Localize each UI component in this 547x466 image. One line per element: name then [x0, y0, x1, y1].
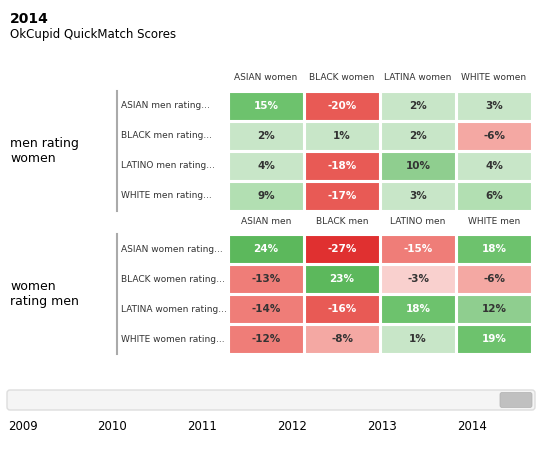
Text: BLACK men rating...: BLACK men rating...	[121, 131, 212, 141]
Bar	[305, 265, 380, 294]
Text: LATINO men rating...: LATINO men rating...	[121, 162, 215, 171]
Text: 9%: 9%	[257, 191, 275, 201]
Text: 2014: 2014	[457, 419, 487, 432]
Bar	[229, 234, 304, 263]
Bar	[229, 151, 304, 180]
Bar	[229, 181, 304, 211]
Text: 1%: 1%	[409, 334, 427, 344]
Text: 1%: 1%	[333, 131, 351, 141]
Text: ASIAN women rating...: ASIAN women rating...	[121, 245, 223, 254]
Text: 2009: 2009	[8, 419, 38, 432]
Text: 24%: 24%	[253, 244, 278, 254]
Text: 18%: 18%	[481, 244, 507, 254]
Text: -16%: -16%	[327, 304, 357, 314]
Bar	[305, 91, 380, 121]
Text: WHITE men: WHITE men	[468, 217, 520, 226]
Bar	[229, 324, 304, 354]
Bar	[381, 295, 456, 323]
Text: 2%: 2%	[409, 131, 427, 141]
Text: -15%: -15%	[403, 244, 433, 254]
Text: 3%: 3%	[409, 191, 427, 201]
Bar	[457, 324, 532, 354]
Bar	[381, 265, 456, 294]
Text: -6%: -6%	[483, 131, 505, 141]
Text: 12%: 12%	[481, 304, 507, 314]
Text: WHITE women rating...: WHITE women rating...	[121, 335, 225, 343]
Text: 4%: 4%	[257, 161, 275, 171]
Text: LATINO men: LATINO men	[391, 217, 446, 226]
Bar	[381, 324, 456, 354]
Text: women
rating men: women rating men	[10, 280, 79, 308]
Text: BLACK women: BLACK women	[309, 74, 375, 82]
Text: 19%: 19%	[481, 334, 507, 344]
Bar	[229, 295, 304, 323]
Text: 2013: 2013	[367, 419, 397, 432]
Bar	[305, 151, 380, 180]
Bar	[381, 181, 456, 211]
Bar	[305, 295, 380, 323]
Text: OkCupid QuickMatch Scores: OkCupid QuickMatch Scores	[10, 28, 176, 41]
Text: -6%: -6%	[483, 274, 505, 284]
Text: 2%: 2%	[257, 131, 275, 141]
Text: -17%: -17%	[327, 191, 357, 201]
Text: 2%: 2%	[409, 101, 427, 111]
Bar	[305, 122, 380, 151]
Text: -13%: -13%	[252, 274, 281, 284]
Text: 2014: 2014	[10, 12, 49, 26]
Text: LATINA women rating...: LATINA women rating...	[121, 304, 227, 314]
Text: -12%: -12%	[252, 334, 281, 344]
Bar	[457, 234, 532, 263]
Bar	[229, 122, 304, 151]
Text: 23%: 23%	[329, 274, 354, 284]
Text: 2011: 2011	[187, 419, 217, 432]
Bar	[305, 181, 380, 211]
Bar	[381, 151, 456, 180]
Text: -8%: -8%	[331, 334, 353, 344]
Text: 3%: 3%	[485, 101, 503, 111]
Text: 6%: 6%	[485, 191, 503, 201]
Text: LATINA women: LATINA women	[385, 74, 452, 82]
Text: -27%: -27%	[327, 244, 357, 254]
Text: ASIAN men rating...: ASIAN men rating...	[121, 102, 210, 110]
Text: 4%: 4%	[485, 161, 503, 171]
Text: BLACK women rating...: BLACK women rating...	[121, 274, 225, 283]
Bar	[457, 295, 532, 323]
Bar	[305, 234, 380, 263]
Bar	[381, 91, 456, 121]
Text: ASIAN men: ASIAN men	[241, 217, 291, 226]
Text: WHITE women: WHITE women	[462, 74, 527, 82]
Text: men rating
women: men rating women	[10, 137, 79, 165]
Text: 2012: 2012	[277, 419, 307, 432]
Bar	[457, 181, 532, 211]
Text: 2010: 2010	[97, 419, 127, 432]
Bar	[457, 122, 532, 151]
Text: BLACK men: BLACK men	[316, 217, 368, 226]
Text: WHITE men rating...: WHITE men rating...	[121, 192, 212, 200]
Bar	[305, 324, 380, 354]
FancyBboxPatch shape	[7, 390, 535, 410]
Text: 18%: 18%	[405, 304, 430, 314]
FancyBboxPatch shape	[500, 392, 532, 407]
Text: -14%: -14%	[251, 304, 281, 314]
Bar	[229, 265, 304, 294]
Bar	[229, 91, 304, 121]
Text: -18%: -18%	[327, 161, 357, 171]
Bar	[457, 151, 532, 180]
Text: -20%: -20%	[327, 101, 357, 111]
Text: -3%: -3%	[407, 274, 429, 284]
Bar	[381, 122, 456, 151]
Bar	[457, 265, 532, 294]
Text: ASIAN women: ASIAN women	[234, 74, 298, 82]
Bar	[381, 234, 456, 263]
Text: 15%: 15%	[253, 101, 278, 111]
Text: 10%: 10%	[405, 161, 430, 171]
Bar	[457, 91, 532, 121]
